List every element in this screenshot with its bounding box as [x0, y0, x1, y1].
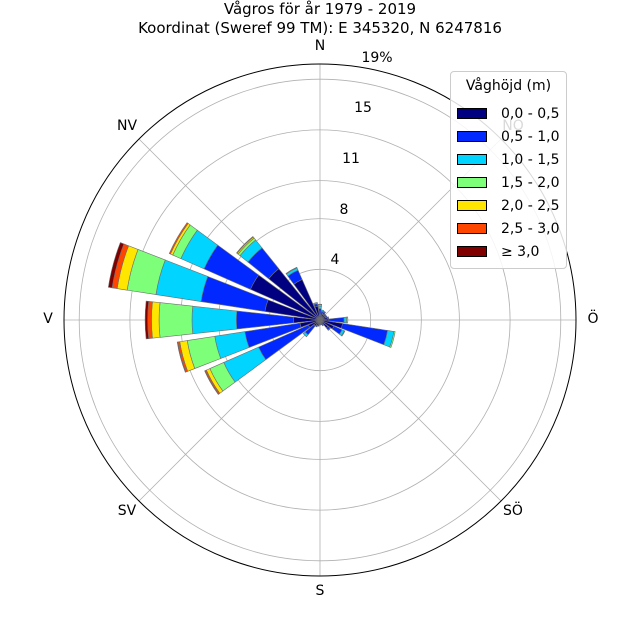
rose-segment — [176, 341, 187, 373]
rose-segment — [321, 323, 325, 327]
compass-label-nv: NV — [116, 118, 138, 134]
radial-tick-label: 11 — [342, 151, 360, 167]
rose-segment — [321, 309, 325, 313]
legend-title: Våghöjd (m) — [465, 78, 552, 94]
compass-label-o: Ö — [587, 311, 599, 327]
rose-segment — [168, 222, 189, 255]
legend-label: ≥ 3,0 — [501, 244, 540, 260]
legend: Våghöjd (m) 0,0 - 0,5 0,5 - 1,0 1,0 - 1,… — [450, 71, 567, 269]
legend-swatch — [457, 154, 487, 165]
radial-tick-label: 19% — [361, 50, 393, 66]
polar-outline — [63, 63, 577, 577]
legend-label: 2,0 - 2,5 — [501, 198, 560, 214]
rose-segment — [151, 301, 161, 339]
compass-label-sv: SV — [117, 503, 137, 519]
legend-swatch — [457, 246, 487, 257]
legend-label: 1,5 - 2,0 — [501, 175, 560, 191]
legend-label: 0,5 - 1,0 — [501, 129, 560, 145]
rose-segment — [327, 327, 331, 331]
rose-segment — [191, 305, 238, 335]
legend-item: 2,5 - 3,0 — [457, 220, 567, 238]
legend-item: 1,5 - 2,0 — [457, 174, 567, 192]
rose-segment — [340, 323, 388, 346]
compass-label-so: SÖ — [503, 503, 523, 519]
rose-segment — [346, 316, 349, 324]
rose-segment — [317, 303, 323, 306]
rose-segment — [144, 300, 149, 340]
legend-label: 1,0 - 1,5 — [501, 152, 560, 168]
rose-segment — [313, 302, 318, 306]
radial-tick-label: 4 — [330, 252, 340, 268]
legend-label: 2,5 - 3,0 — [501, 221, 560, 237]
radial-tick-label: 15 — [354, 100, 372, 116]
rose-segment — [315, 324, 318, 328]
rose-segment — [302, 331, 309, 338]
rose-segment — [108, 242, 125, 289]
chart-title: Vågros för år 1979 - 2019 — [223, 0, 417, 18]
rose-segment — [389, 331, 396, 348]
compass-label-s: S — [315, 583, 325, 599]
legend-item: 1,0 - 1,5 — [457, 151, 567, 169]
chart-subtitle: Koordinat (Sweref 99 TM): E 345320, N 62… — [138, 19, 502, 37]
rose-segment — [343, 316, 347, 324]
rose-segment — [324, 315, 328, 318]
rose-segment — [158, 302, 194, 338]
legend-swatch — [457, 200, 487, 211]
radial-tick-label: 8 — [339, 202, 349, 218]
rose-segment — [323, 313, 327, 317]
legend-item: 0,0 - 0,5 — [457, 105, 567, 123]
legend-swatch — [457, 131, 487, 142]
rose-segment — [318, 305, 322, 309]
grid-spoke — [319, 319, 502, 502]
rose-segment — [341, 330, 346, 337]
legend-swatch — [457, 177, 487, 188]
legend-swatch — [457, 223, 487, 234]
grid-spoke — [138, 319, 321, 502]
legend-label: 0,0 - 0,5 — [501, 106, 560, 122]
legend-item: 0,5 - 1,0 — [457, 128, 567, 146]
legend-swatch — [457, 108, 487, 119]
legend-item: ≥ 3,0 — [457, 243, 567, 261]
rose-segment — [323, 310, 327, 314]
legend-item: 2,0 - 2,5 — [457, 197, 567, 215]
rose-segment — [236, 236, 254, 254]
rose-segment — [285, 266, 298, 275]
compass-label-n: N — [314, 38, 326, 54]
rose-segment — [326, 316, 330, 320]
rose-segment — [204, 370, 220, 395]
compass-label-v: V — [43, 311, 53, 327]
